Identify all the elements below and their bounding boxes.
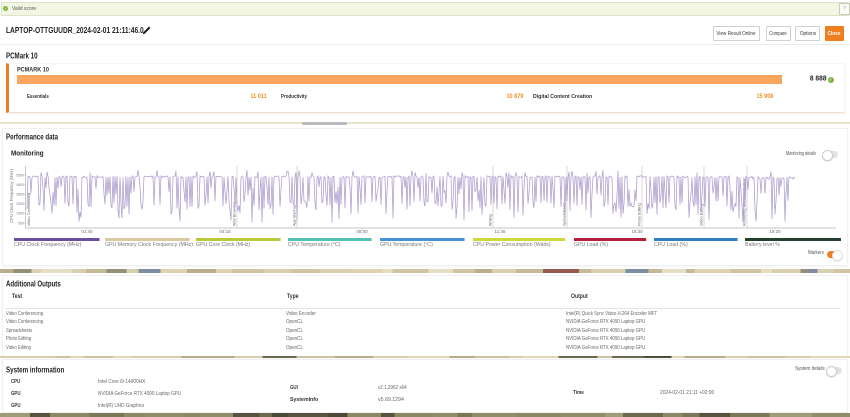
svg-text:4500: 4500 <box>16 183 24 187</box>
svg-text:3500: 3500 <box>16 192 24 196</box>
svg-text:2500: 2500 <box>16 202 24 206</box>
svg-text:08:00: 08:00 <box>356 229 368 234</box>
svg-text:1500: 1500 <box>16 211 24 215</box>
svg-text:Spreadsheets: Spreadsheets <box>563 202 567 226</box>
svg-text:04:15: 04:15 <box>219 229 231 234</box>
svg-text:CPU Clock Frequency (MHz): CPU Clock Frequency (MHz) <box>9 168 14 223</box>
svg-text:Photo Editing: Photo Editing <box>638 203 642 226</box>
svg-text:Web Browsing: Web Browsing <box>233 202 237 226</box>
svg-text:01:40: 01:40 <box>81 229 93 234</box>
svg-text:Video Conferencing: Video Conferencing <box>27 193 31 226</box>
svg-text:Writing: Writing <box>489 214 493 226</box>
svg-text:15:30: 15:30 <box>631 229 643 234</box>
svg-text:Video Editing: Video Editing <box>700 204 704 226</box>
svg-text:19:20: 19:20 <box>769 229 781 234</box>
svg-text:App Start-up: App Start-up <box>293 205 297 226</box>
svg-text:11:45: 11:45 <box>495 229 506 234</box>
svg-text:5500: 5500 <box>16 173 24 177</box>
svg-text:500: 500 <box>18 221 24 225</box>
